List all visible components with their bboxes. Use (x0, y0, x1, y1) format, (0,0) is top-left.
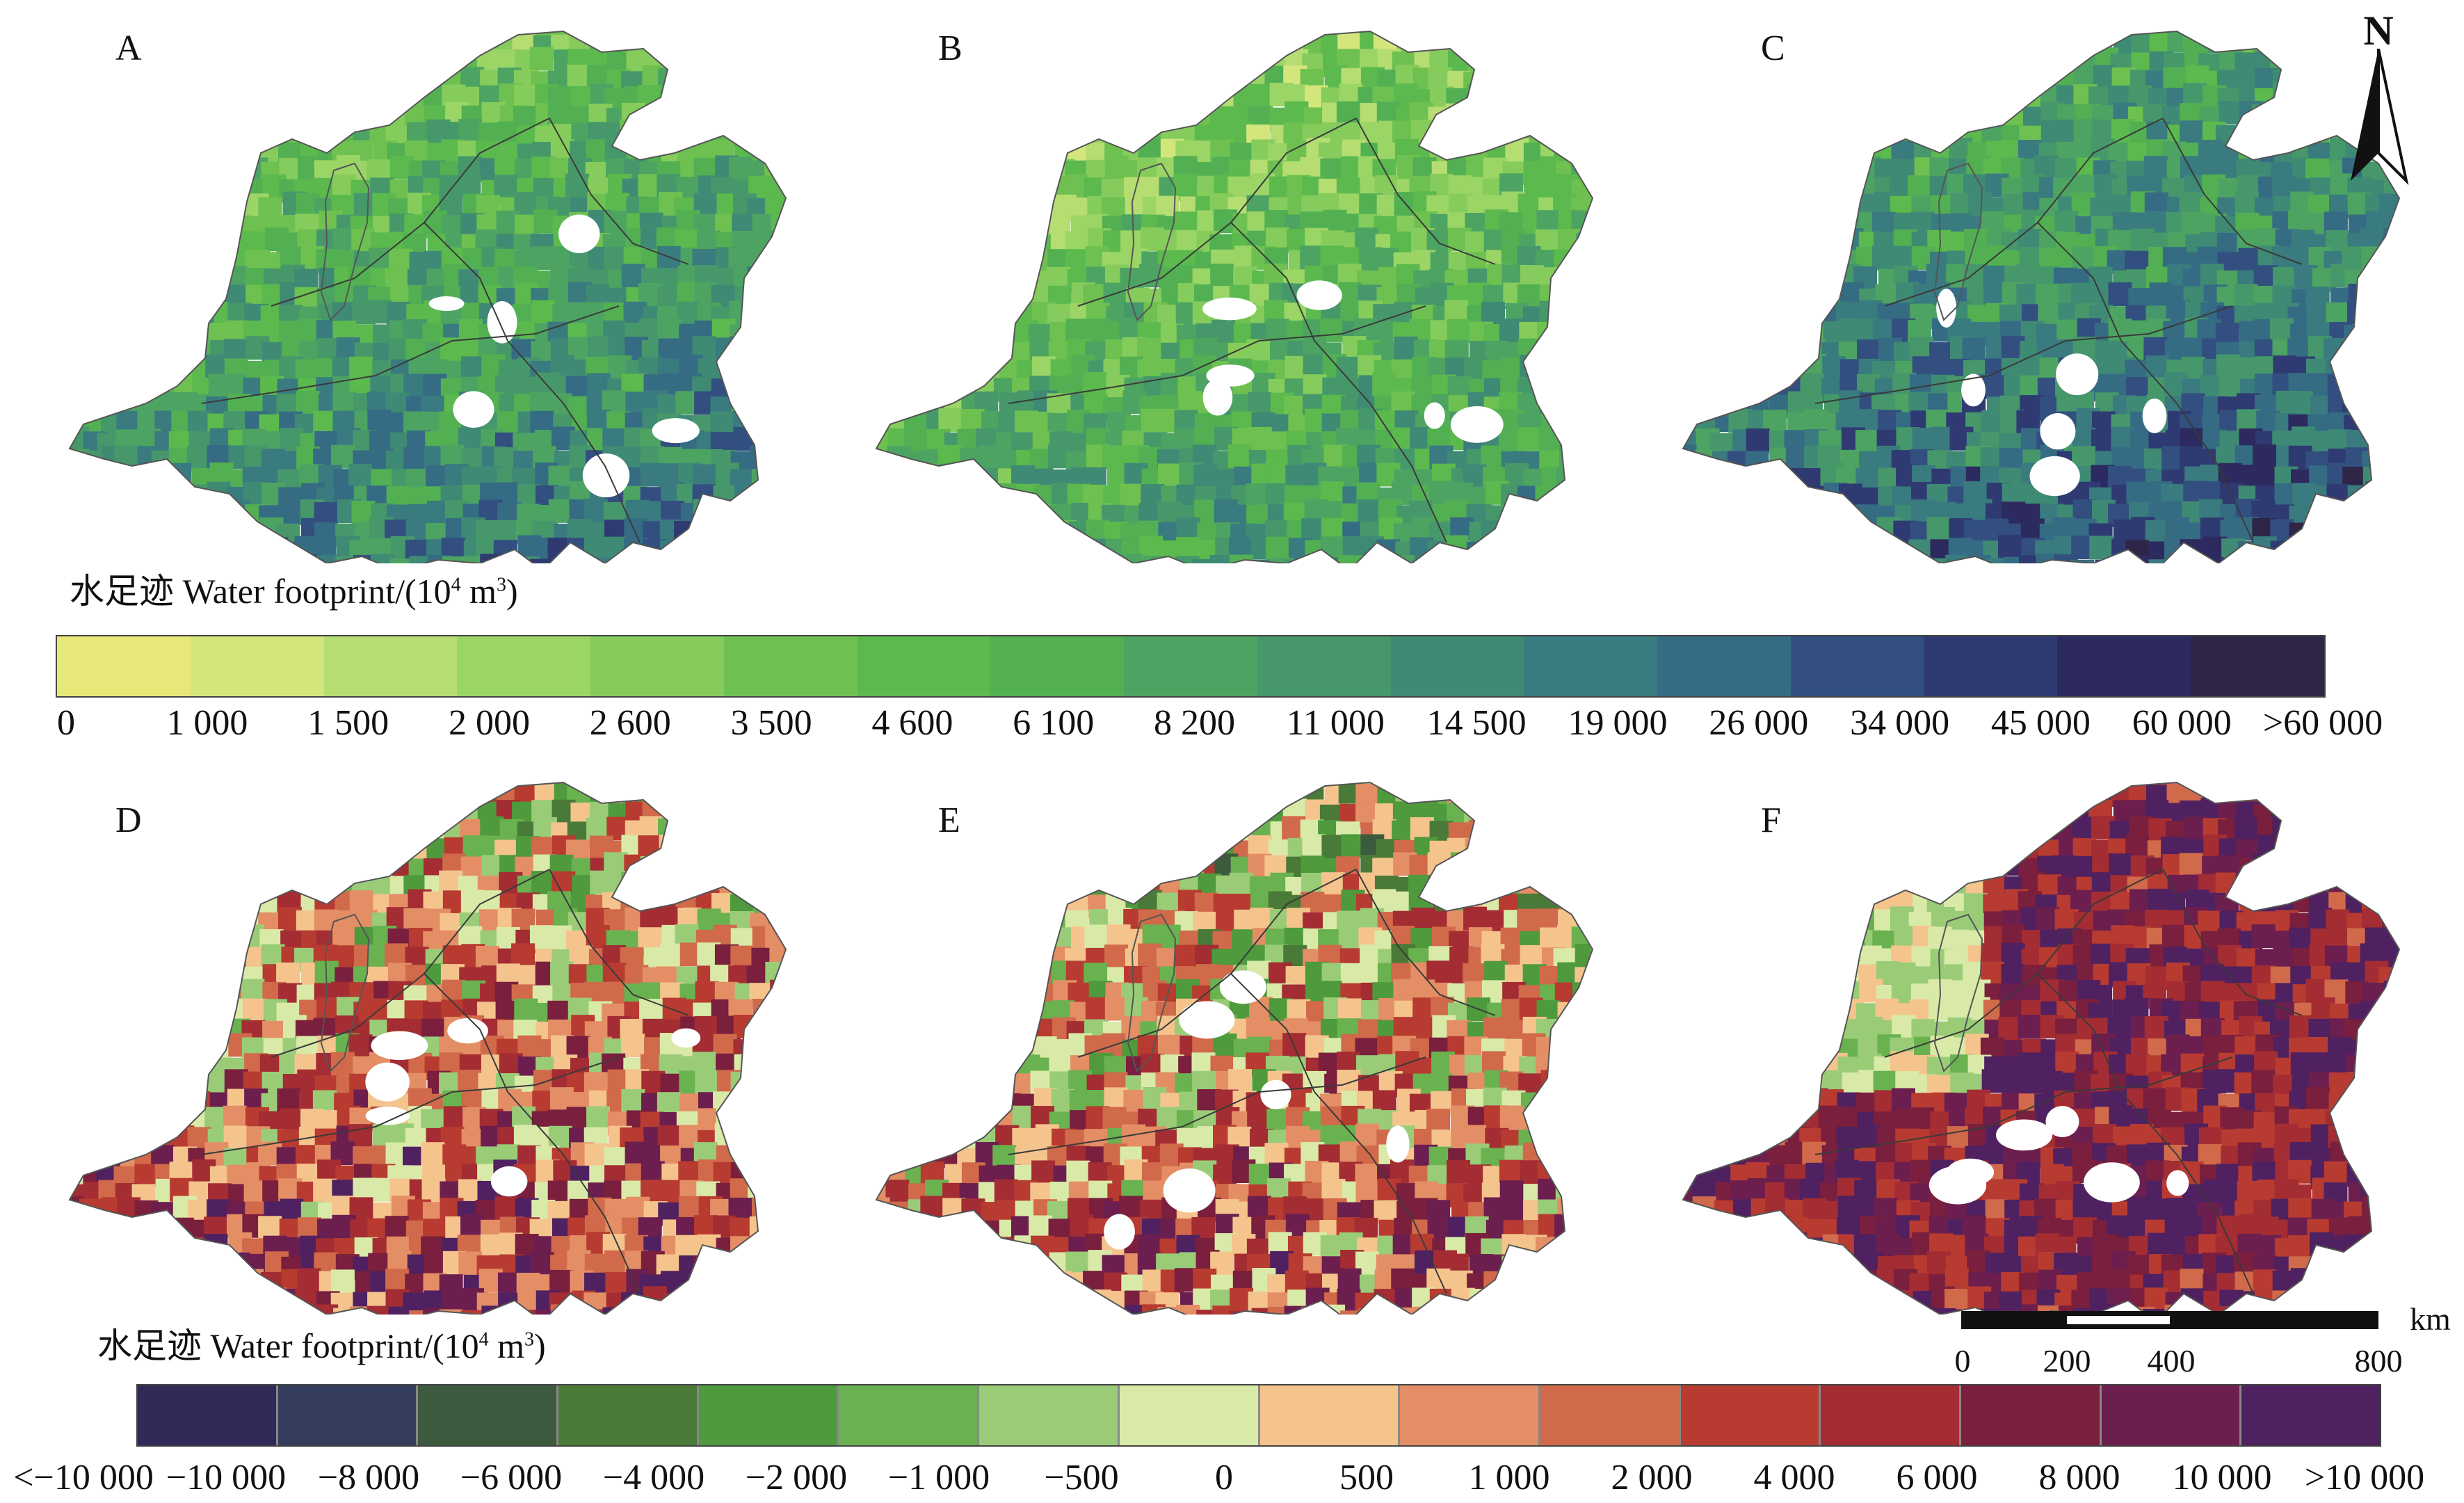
legend-top-title: 水足迹 Water footprint/(104 m3) (70, 572, 518, 611)
legend-swatch (418, 1385, 559, 1445)
legend-swatch (1390, 636, 1524, 696)
legend-swatch (857, 636, 991, 696)
legend-tick-label: 2 000 (1611, 1458, 1693, 1497)
legend-tick-label: 2 000 (448, 703, 530, 743)
legend-swatch (558, 1385, 699, 1445)
legend-tick-label: 60 000 (2132, 703, 2232, 743)
panel-label-c: C (1761, 29, 1785, 68)
legend-bottom-title: 水足迹 Water footprint/(104 m3) (97, 1326, 546, 1365)
legend-tick-label: −6 000 (460, 1458, 563, 1497)
legend-tick-label: 4 000 (1753, 1458, 1835, 1497)
legend-tick-label: 34 000 (1850, 703, 1950, 743)
legend-swatch (190, 636, 324, 696)
legend-tick-label: 500 (1339, 1458, 1394, 1497)
legend-swatch (323, 636, 458, 696)
scale-bar (1961, 1311, 2378, 1329)
legend-tick-label: 2 600 (589, 703, 671, 743)
legend-swatch (1657, 636, 1791, 696)
legend-tick-label: −500 (1044, 1458, 1119, 1497)
north-arrow-icon (2351, 49, 2409, 186)
legend-tick-label: 0 (57, 703, 75, 743)
legend-swatch (698, 1385, 839, 1445)
legend-tick-label: 14 500 (1426, 703, 1527, 743)
legend-swatch (1680, 1385, 1821, 1445)
legend-tick-label: −1 000 (887, 1458, 990, 1497)
map-a (68, 30, 787, 563)
legend-swatch (1924, 636, 2058, 696)
legend-bottom-colorbar (136, 1384, 2381, 1447)
north-label: N (2363, 8, 2394, 54)
legend-swatch (2191, 636, 2325, 696)
scale-label-800: 800 (2354, 1343, 2403, 1379)
panel-label-a: A (115, 29, 142, 68)
map-d (68, 781, 787, 1315)
legend-swatch (2241, 1385, 2380, 1445)
legend-tick-label: 8 000 (2038, 1458, 2120, 1497)
legend-tick-label: 10 000 (2172, 1458, 2272, 1497)
legend-tick-label: 11 000 (1286, 703, 1385, 743)
north-arrow: N (2337, 7, 2420, 188)
legend-swatch (1960, 1385, 2102, 1445)
legend-swatch (2057, 636, 2191, 696)
legend-swatch (1790, 636, 1924, 696)
legend-swatch (839, 1385, 980, 1445)
legend-tick-label: >10 000 (2304, 1458, 2425, 1497)
legend-tick-label: <−10 000 (13, 1458, 154, 1497)
legend-swatch (1524, 636, 1658, 696)
legend-swatch (1259, 1385, 1401, 1445)
legend-swatch (1124, 636, 1257, 696)
legend-tick-label: −8 000 (317, 1458, 420, 1497)
scale-label-0: 0 (1954, 1343, 1971, 1379)
legend-swatch (277, 1385, 419, 1445)
legend-tick-label: 8 200 (1154, 703, 1235, 743)
legend-tick-label: 1 000 (1468, 1458, 1550, 1497)
legend-tick-label: −10 000 (166, 1458, 287, 1497)
legend-tick-label: −2 000 (745, 1458, 848, 1497)
legend-swatch (2101, 1385, 2242, 1445)
legend-swatch (979, 1385, 1120, 1445)
legend-tick-label: 4 600 (871, 703, 953, 743)
map-e (875, 781, 1594, 1315)
scale-unit: km (2410, 1301, 2451, 1337)
panel-label-f: F (1761, 801, 1781, 840)
legend-tick-label: 0 (1215, 1458, 1233, 1497)
legend-tick-label: 1 000 (166, 703, 248, 743)
panel-label-d: D (115, 801, 142, 840)
legend-swatch (1257, 636, 1391, 696)
legend-top-ticks: 0 1 000 1 500 2 000 2 600 3 500 4 600 6 100 8 20… (0, 702, 2464, 751)
legend-swatch (138, 1385, 278, 1445)
legend-tick-label: >60 000 (2262, 703, 2383, 743)
legend-tick-label: 3 500 (730, 703, 812, 743)
legend-swatch (457, 636, 591, 696)
legend-tick-label: 26 000 (1709, 703, 1809, 743)
legend-tick-label: 6 100 (1013, 703, 1095, 743)
panel-label-b: B (938, 29, 963, 68)
map-b (875, 30, 1594, 563)
legend-tick-label: 45 000 (1990, 703, 2091, 743)
legend-swatch (990, 636, 1125, 696)
map-c (1682, 30, 2401, 563)
legend-bottom-ticks: <−10 000 −10 000 −8 000 −6 000 −4 000 −2 000−… (0, 1457, 2464, 1503)
map-f (1682, 781, 2401, 1315)
scale-label-400: 400 (2147, 1343, 2196, 1379)
legend-tick-label: 6 000 (1896, 1458, 1978, 1497)
legend-swatch (1400, 1385, 1540, 1445)
legend-tick-label: −4 000 (602, 1458, 705, 1497)
legend-swatch (590, 636, 724, 696)
scale-label-200: 200 (2043, 1343, 2091, 1379)
legend-swatch (57, 636, 191, 696)
legend-top-colorbar (56, 635, 2326, 698)
legend-swatch (1821, 1385, 1961, 1445)
panel-label-e: E (938, 801, 960, 840)
legend-tick-label: 19 000 (1568, 703, 1668, 743)
legend-swatch (723, 636, 857, 696)
legend-swatch (1119, 1385, 1260, 1445)
legend-tick-label: 1 500 (307, 703, 389, 743)
legend-swatch (1540, 1385, 1681, 1445)
